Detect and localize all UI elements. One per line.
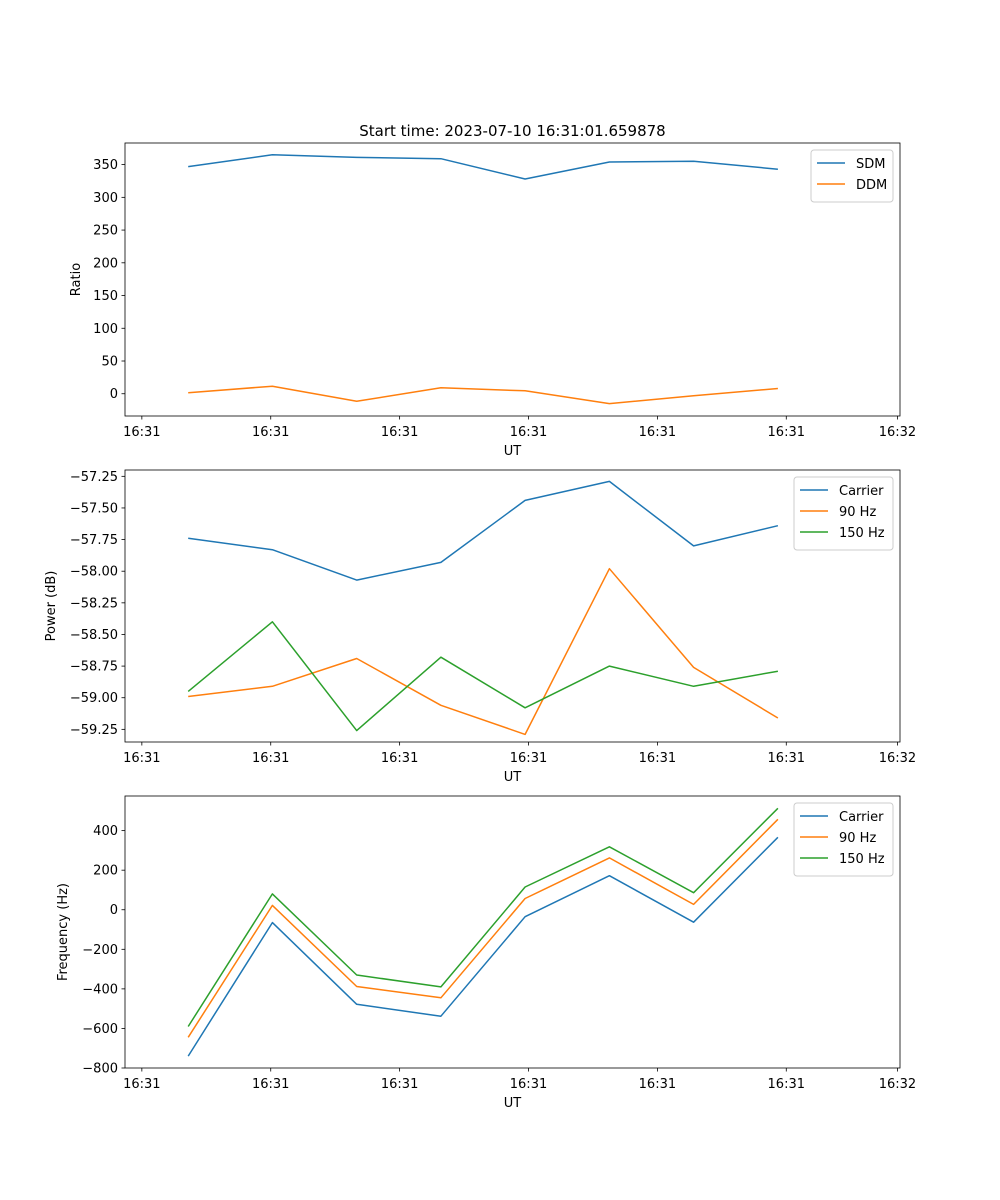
y-tick-label: −59.25 bbox=[70, 723, 118, 738]
legend-label: Carrier bbox=[839, 484, 884, 499]
y-tick-label: −58.50 bbox=[70, 628, 118, 643]
series-line-150-hz bbox=[187, 621, 779, 732]
x-tick-label: 16:31 bbox=[768, 751, 805, 766]
y-tick-label: 50 bbox=[101, 355, 118, 370]
x-tick-label: 16:32 bbox=[879, 1077, 916, 1092]
y-tick-label: 0 bbox=[110, 387, 118, 402]
y-tick-label: −57.25 bbox=[70, 470, 118, 485]
x-tick-label: 16:31 bbox=[123, 1077, 160, 1092]
legend-label: 150 Hz bbox=[839, 852, 885, 867]
y-axis-label: Power (dB) bbox=[44, 571, 59, 642]
legend-label: 150 Hz bbox=[839, 526, 885, 541]
series-line-carrier bbox=[187, 836, 779, 1057]
x-tick-label: 16:31 bbox=[252, 1077, 289, 1092]
x-tick-label: 16:31 bbox=[510, 425, 547, 440]
y-axis-label: Frequency (Hz) bbox=[56, 883, 71, 981]
x-tick-label: 16:31 bbox=[768, 1077, 805, 1092]
axes-frame bbox=[124, 469, 901, 743]
axes-frame bbox=[124, 795, 901, 1069]
x-tick-label: 16:31 bbox=[768, 425, 805, 440]
x-tick-label: 16:31 bbox=[123, 425, 160, 440]
x-tick-label: 16:31 bbox=[639, 425, 676, 440]
legend: Carrier 90 Hz 150 Hz bbox=[793, 476, 894, 551]
legend-label: 90 Hz bbox=[839, 505, 876, 520]
y-tick-label: 0 bbox=[110, 903, 118, 918]
series-line-90-hz bbox=[187, 818, 779, 1038]
y-tick-label: 250 bbox=[93, 224, 118, 239]
x-tick-label: 16:32 bbox=[879, 425, 916, 440]
y-tick-label: −400 bbox=[82, 982, 118, 997]
axes-frame bbox=[124, 142, 901, 417]
y-tick-label: −57.50 bbox=[70, 501, 118, 516]
x-axis-label: UT bbox=[504, 1096, 522, 1111]
y-tick-label: 300 bbox=[93, 191, 118, 206]
y-tick-label: 350 bbox=[93, 158, 118, 173]
series-line-sdm bbox=[188, 154, 778, 180]
y-tick-label: 200 bbox=[93, 256, 118, 271]
y-tick-label: −58.00 bbox=[70, 565, 118, 580]
y-axis-label: Ratio bbox=[69, 263, 84, 296]
y-tick-label: 200 bbox=[93, 864, 118, 879]
series-line-90-hz bbox=[188, 567, 779, 736]
y-tick-label: −57.75 bbox=[70, 533, 118, 548]
y-tick-label: −58.75 bbox=[70, 660, 118, 675]
series-line-150-hz bbox=[187, 807, 779, 1027]
y-tick-label: −800 bbox=[82, 1062, 118, 1077]
x-tick-label: 16:32 bbox=[879, 751, 916, 766]
y-tick-label: 100 bbox=[93, 322, 118, 337]
x-tick-label: 16:31 bbox=[639, 751, 676, 766]
x-tick-label: 16:31 bbox=[123, 751, 160, 766]
x-tick-label: 16:31 bbox=[639, 1077, 676, 1092]
x-tick-label: 16:31 bbox=[510, 1077, 547, 1092]
x-tick-label: 16:31 bbox=[252, 425, 289, 440]
series-line-carrier bbox=[188, 480, 779, 581]
x-tick-label: 16:31 bbox=[381, 751, 418, 766]
x-axis-label: UT bbox=[504, 770, 522, 785]
x-tick-label: 16:31 bbox=[252, 751, 289, 766]
legend-label: SDM bbox=[856, 157, 885, 172]
legend: Carrier 90 Hz 150 Hz bbox=[793, 802, 894, 877]
y-tick-label: −600 bbox=[82, 1022, 118, 1037]
chart-panel-3: 16:31 16:31 16:31 16:31 16:31 16:31 16:32 UT −80… bbox=[56, 795, 916, 1111]
legend: SDM DDM bbox=[810, 149, 894, 203]
x-axis-label: UT bbox=[504, 444, 522, 459]
y-tick-label: −58.25 bbox=[70, 596, 118, 611]
panels: 16:31 16:31 16:31 16:31 16:31 16:31 16:32 UT 0 50… bbox=[44, 142, 916, 1111]
y-tick-label: 150 bbox=[93, 289, 118, 304]
legend-label: DDM bbox=[856, 178, 887, 193]
legend-label: 90 Hz bbox=[839, 831, 876, 846]
legend-label: Carrier bbox=[839, 810, 884, 825]
chart-panel-1: 16:31 16:31 16:31 16:31 16:31 16:31 16:32 UT 0 50… bbox=[69, 142, 916, 459]
chart-title: Start time: 2023-07-10 16:31:01.659878 bbox=[359, 122, 665, 140]
y-tick-label: −200 bbox=[82, 943, 118, 958]
x-tick-label: 16:31 bbox=[381, 425, 418, 440]
x-tick-label: 16:31 bbox=[510, 751, 547, 766]
series-line-ddm bbox=[188, 385, 778, 405]
y-tick-label: 400 bbox=[93, 824, 118, 839]
y-tick-label: −59.00 bbox=[70, 691, 118, 706]
x-tick-label: 16:31 bbox=[381, 1077, 418, 1092]
chart-panel-2: 16:31 16:31 16:31 16:31 16:31 16:31 16:32 UT −59… bbox=[44, 469, 916, 785]
